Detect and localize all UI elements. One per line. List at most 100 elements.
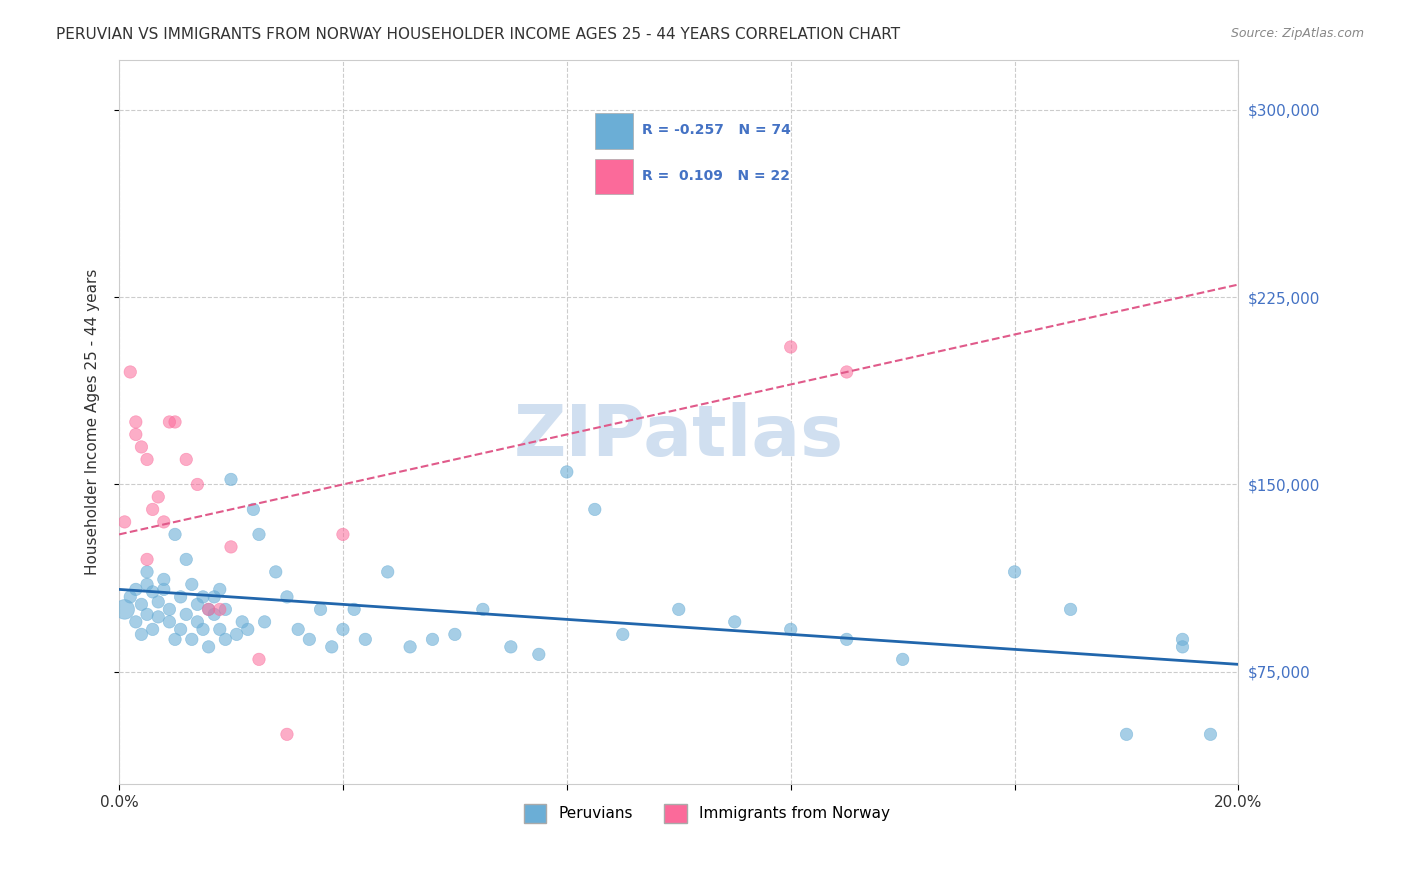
Point <box>214 632 236 647</box>
Point <box>125 427 148 442</box>
Point <box>399 640 422 654</box>
Point <box>148 595 170 609</box>
Point <box>131 598 153 612</box>
Point <box>159 602 181 616</box>
Point <box>148 610 170 624</box>
Point <box>1059 602 1081 616</box>
Point <box>125 615 148 629</box>
Point <box>136 452 159 467</box>
Point <box>202 607 225 622</box>
Point <box>242 502 264 516</box>
Point <box>163 415 186 429</box>
Point <box>125 582 148 597</box>
Point <box>197 602 219 616</box>
Point <box>583 502 606 516</box>
Point <box>197 640 219 654</box>
Point <box>208 623 231 637</box>
Point <box>287 623 309 637</box>
Point <box>264 565 287 579</box>
Point <box>309 602 332 616</box>
Point <box>1171 640 1194 654</box>
Point <box>174 452 197 467</box>
Point <box>142 585 165 599</box>
Point <box>120 365 142 379</box>
Point <box>612 627 634 641</box>
Point <box>779 623 801 637</box>
Point <box>125 415 148 429</box>
Point <box>148 490 170 504</box>
Point <box>668 602 690 616</box>
Point <box>159 415 181 429</box>
Point <box>231 615 253 629</box>
Point <box>471 602 494 616</box>
Point <box>163 632 186 647</box>
Text: PERUVIAN VS IMMIGRANTS FROM NORWAY HOUSEHOLDER INCOME AGES 25 - 44 YEARS CORRELA: PERUVIAN VS IMMIGRANTS FROM NORWAY HOUSE… <box>56 27 900 42</box>
Point <box>208 582 231 597</box>
Point <box>136 577 159 591</box>
Point <box>208 602 231 616</box>
Point <box>219 472 242 486</box>
Point <box>1171 632 1194 647</box>
Point <box>332 527 354 541</box>
Y-axis label: Householder Income Ages 25 - 44 years: Householder Income Ages 25 - 44 years <box>86 268 100 575</box>
Point <box>153 573 176 587</box>
Point <box>174 552 197 566</box>
Point <box>180 577 202 591</box>
Text: Source: ZipAtlas.com: Source: ZipAtlas.com <box>1230 27 1364 40</box>
Point <box>186 615 208 629</box>
Point <box>555 465 578 479</box>
Point <box>136 552 159 566</box>
Point <box>444 627 467 641</box>
Point <box>142 623 165 637</box>
Point <box>159 615 181 629</box>
Point <box>186 598 208 612</box>
Point <box>169 623 191 637</box>
Point <box>197 602 219 616</box>
Point <box>354 632 377 647</box>
Point <box>343 602 366 616</box>
Point <box>163 527 186 541</box>
Point <box>202 590 225 604</box>
Point <box>499 640 522 654</box>
Point <box>1199 727 1222 741</box>
Point <box>153 582 176 597</box>
Point <box>225 627 247 641</box>
Point <box>120 590 142 604</box>
Point <box>236 623 259 637</box>
Point <box>153 515 176 529</box>
Point <box>253 615 276 629</box>
Point <box>247 527 270 541</box>
Point <box>332 623 354 637</box>
Point <box>180 632 202 647</box>
Point <box>142 502 165 516</box>
Point <box>131 440 153 454</box>
Point <box>186 477 208 491</box>
Point <box>321 640 343 654</box>
Point <box>276 727 298 741</box>
Point <box>1004 565 1026 579</box>
Point <box>527 648 550 662</box>
Point <box>724 615 747 629</box>
Point <box>835 632 858 647</box>
Point <box>191 590 214 604</box>
Point <box>219 540 242 554</box>
Point <box>247 652 270 666</box>
Point <box>422 632 444 647</box>
Point <box>136 607 159 622</box>
Point <box>1115 727 1137 741</box>
Point <box>377 565 399 579</box>
Point <box>214 602 236 616</box>
Point <box>276 590 298 604</box>
Point <box>174 607 197 622</box>
Point <box>131 627 153 641</box>
Point <box>191 623 214 637</box>
Point <box>779 340 801 354</box>
Point <box>114 602 136 616</box>
Point <box>298 632 321 647</box>
Point <box>114 515 136 529</box>
Point <box>136 565 159 579</box>
Point <box>891 652 914 666</box>
Point <box>169 590 191 604</box>
Text: ZIPatlas: ZIPatlas <box>513 402 844 471</box>
Point <box>835 365 858 379</box>
